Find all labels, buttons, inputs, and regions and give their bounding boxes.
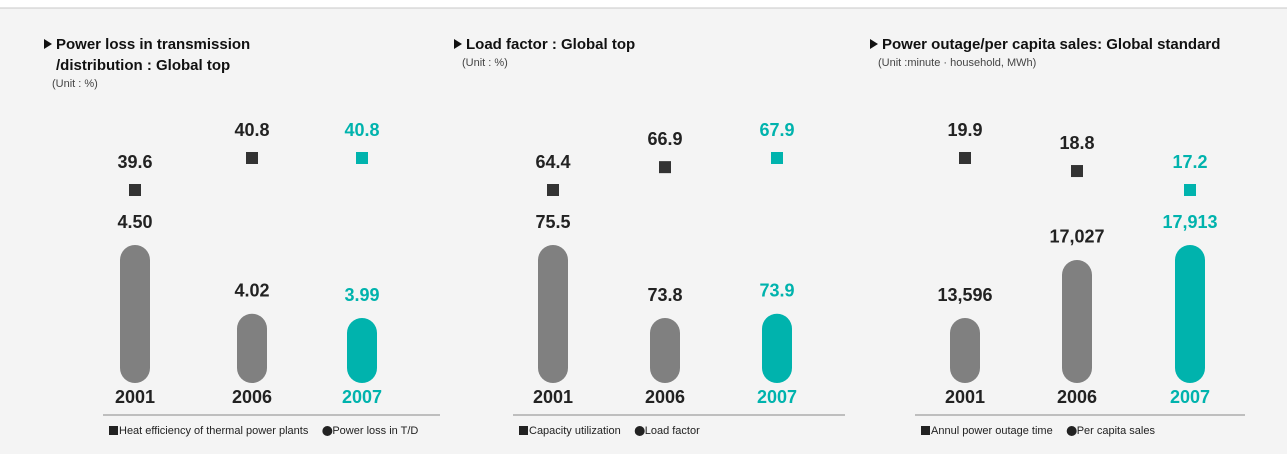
marker	[129, 184, 141, 196]
category-label: 2001	[115, 387, 155, 407]
marker	[659, 161, 671, 174]
value-label: 39.6	[117, 152, 152, 172]
value-label: 66.9	[647, 129, 682, 149]
value-label: 64.4	[535, 152, 570, 172]
title-arrow	[44, 39, 52, 49]
value-label: 17.2	[1172, 152, 1207, 172]
marker	[547, 184, 559, 196]
unit-label: (Unit : %)	[52, 78, 98, 90]
value-label: 3.99	[344, 285, 379, 305]
value-label: 73.9	[759, 280, 794, 300]
value-label: 73.8	[647, 285, 682, 305]
value-label: 4.02	[234, 280, 269, 300]
legend-circle	[634, 426, 645, 436]
category-label: 2006	[232, 387, 272, 407]
category-label: 2007	[757, 387, 797, 407]
category-label: 2007	[1170, 387, 1210, 407]
value-label: 40.8	[234, 120, 269, 140]
bar	[237, 313, 267, 383]
value-label: 75.5	[535, 212, 570, 232]
value-label: 17,027	[1049, 227, 1104, 247]
panel-title: Power outage/per capita sales: Global st…	[882, 36, 1220, 53]
value-label: 67.9	[759, 120, 794, 140]
value-label: 13,596	[937, 285, 992, 305]
legend-label: Heat efficiency of thermal power plants	[119, 425, 309, 437]
panel-title: Power loss in transmission	[56, 36, 250, 53]
marker	[771, 152, 783, 164]
bar	[1175, 245, 1205, 383]
category-label: 2001	[533, 387, 573, 407]
bar	[538, 245, 568, 383]
legend-label: Per capita sales	[1077, 425, 1156, 437]
panel-title: Load factor : Global top	[466, 36, 635, 53]
bar	[650, 318, 680, 383]
unit-label: (Unit : %)	[462, 57, 508, 69]
legend-label: Power loss in T/D	[332, 425, 418, 437]
legend-circle	[322, 426, 333, 436]
category-label: 2001	[945, 387, 985, 407]
marker	[1071, 165, 1083, 178]
legend-square	[519, 426, 528, 435]
legend-square	[109, 426, 118, 435]
top-strip	[0, 0, 1287, 8]
value-label: 19.9	[947, 120, 982, 140]
marker	[959, 152, 971, 164]
title-arrow	[454, 39, 462, 49]
marker	[356, 152, 368, 164]
legend-circle	[1066, 426, 1077, 436]
legend-label: Annul power outage time	[931, 425, 1053, 437]
category-label: 2006	[1057, 387, 1097, 407]
category-label: 2007	[342, 387, 382, 407]
value-label: 40.8	[344, 120, 379, 140]
category-label: 2006	[645, 387, 685, 407]
bar	[950, 318, 980, 383]
bar	[120, 245, 150, 383]
value-label: 17,913	[1162, 212, 1217, 232]
unit-label: (Unit :minute · household, MWh)	[878, 57, 1036, 69]
marker	[1184, 184, 1196, 196]
title-arrow	[870, 39, 878, 49]
bar	[1062, 259, 1092, 383]
bar	[347, 318, 377, 383]
bar	[762, 313, 792, 383]
marker	[246, 152, 258, 164]
panel-title: /distribution : Global top	[56, 57, 230, 74]
value-label: 4.50	[117, 212, 152, 232]
legend-square	[921, 426, 930, 435]
legend-label: Capacity utilization	[529, 425, 621, 437]
legend-label: Load factor	[645, 425, 700, 437]
value-label: 18.8	[1059, 133, 1094, 153]
